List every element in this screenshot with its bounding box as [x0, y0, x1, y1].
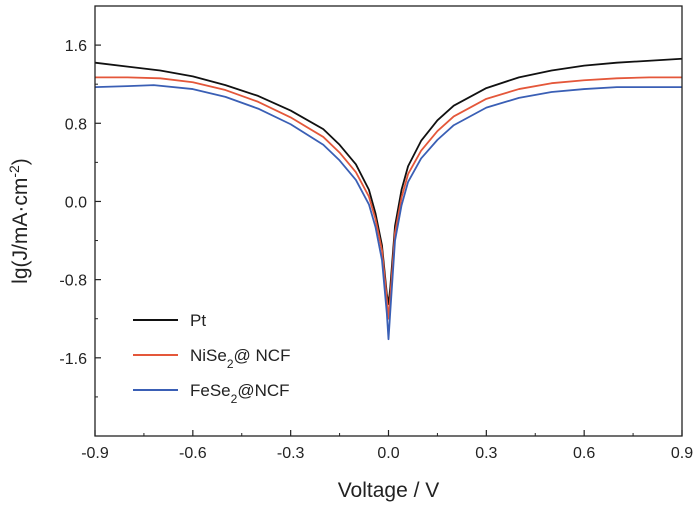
x-tick-label: 0.3: [475, 445, 497, 462]
y-tick-label: -0.8: [59, 273, 87, 290]
x-tick-label: -0.3: [277, 445, 305, 462]
y-axis-label-suffix: ): [9, 158, 32, 165]
y-tick-label: 0.0: [65, 194, 87, 211]
y-tick-label: 0.8: [65, 116, 87, 133]
ticks-layer: -0.9 -0.6 -0.3 0.0 0.3 0.6 0.9 -1.6 -0.8 0.0 0.8 1.…: [59, 38, 693, 462]
legend-label-2: NiSe2@ NCF: [190, 346, 290, 371]
series-line-3: [94, 84, 682, 341]
x-tick-label: -0.6: [179, 445, 207, 462]
x-tick-label: 0.6: [573, 445, 595, 462]
y-axis-label-sup: -2: [6, 165, 22, 178]
plot-frame: [94, 5, 683, 437]
y-axis-label-prefix: lg(J/mA·cm: [9, 178, 32, 284]
series-line-1: [94, 57, 683, 305]
y-tick-label: -1.6: [59, 351, 87, 368]
x-tick-label: -0.9: [81, 445, 109, 462]
legend-label-1: Pt: [190, 311, 206, 330]
series-line-2: [95, 76, 682, 320]
y-axis-label: lg(J/mA·cm-2): [6, 158, 32, 284]
x-axis-label: Voltage / V: [338, 479, 440, 502]
x-tick-label: 0.9: [671, 445, 693, 462]
x-tick-label: 0.0: [377, 445, 399, 462]
series-layer: [94, 57, 683, 341]
y-tick-label: 1.6: [65, 38, 87, 55]
legend: Pt NiSe2@ NCF FeSe2@NCF: [133, 311, 290, 406]
legend-label-3: FeSe2@NCF: [190, 381, 290, 406]
